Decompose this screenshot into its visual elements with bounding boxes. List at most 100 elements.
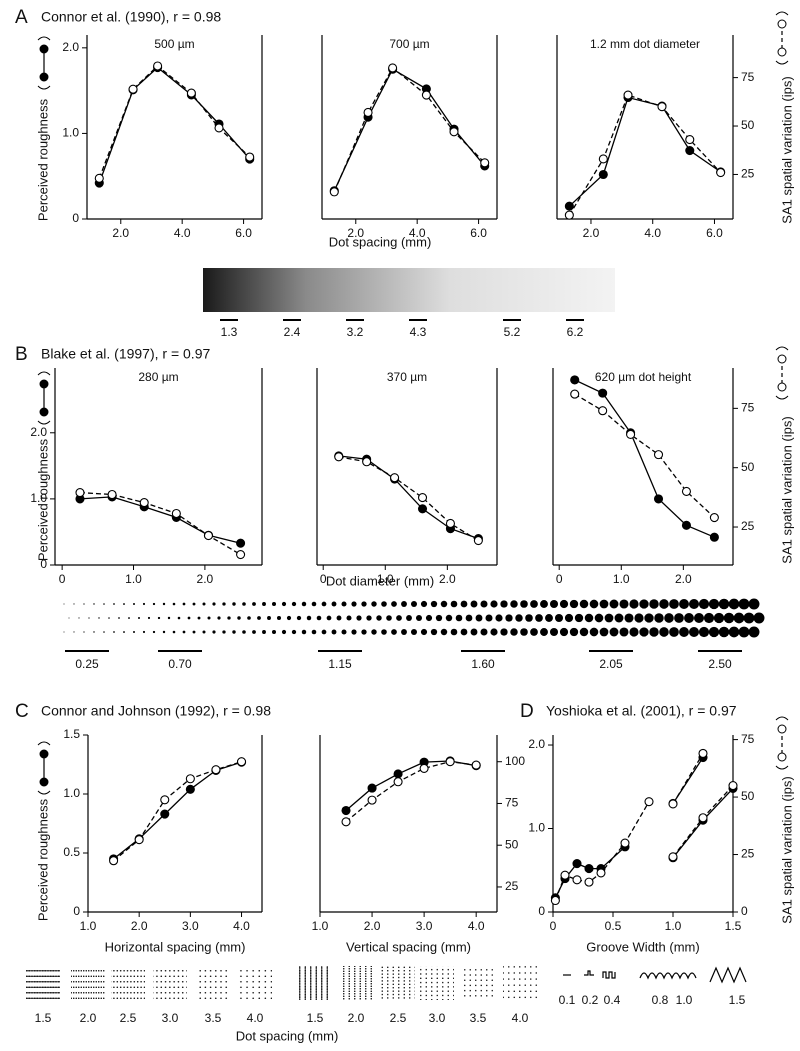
stimulus-dot [495,614,503,622]
stimulus-dot [460,600,468,608]
strip-label: 2.05 [599,657,623,671]
open-marker [139,498,149,508]
x-axis-label: Horizontal spacing (mm) [105,939,246,954]
stimulus-dot [500,600,508,608]
subplot-title: 700 µm [389,37,429,51]
stimulus-dot [649,599,659,609]
open-marker [128,84,138,94]
open-marker [109,856,119,866]
stimulus-dot [634,613,644,623]
stimulus-dot [549,627,559,637]
stimulus-dot [93,603,95,605]
open-marker [584,877,594,887]
stimulus-dot [371,601,377,607]
stimulus-dot [515,614,523,622]
stimulus-dot [227,616,231,620]
stimulus-dot [406,615,412,621]
strip-axis-label: Dot spacing (mm) [236,1028,339,1043]
strip-label: 1.5 [35,1011,52,1025]
stimulus-dot [281,601,287,607]
dot-grid [420,966,454,1000]
stimulus-dot [271,629,277,635]
strip-label: 1.5 [729,993,746,1007]
strip-label: 2.4 [284,325,301,339]
stimulus-dot [78,617,80,619]
stimulus-dot [569,627,579,637]
stimulus-dot [415,614,423,622]
strip-label: 4.0 [247,1011,264,1025]
glyph-dot [777,47,787,57]
stimulus-dot [381,601,387,607]
strip-label: 0.70 [168,657,192,671]
x-axis-label: Dot spacing (mm) [329,234,432,249]
stimulus-dot [267,616,271,620]
glyph-dot [39,379,49,389]
stimulus-dot [296,615,302,621]
stimulus-dot [619,599,629,609]
panel-heading: Blake et al. (1997), r = 0.97 [41,346,210,362]
stimulus-dot [331,601,337,607]
glyph-dot [777,19,787,29]
stimulus-dot [232,630,236,634]
stimulus-dot [753,612,765,624]
stimulus-dot [281,629,287,635]
open-marker [681,486,691,496]
dot-grid [381,966,415,1000]
open-marker [390,473,400,483]
y-axis-label: Perceived roughness [35,438,50,561]
open-marker [560,870,570,880]
panel-heading: Connor et al. (1990), r = 0.98 [41,9,221,25]
glyph-paren [37,741,51,746]
stimulus-dot [391,601,397,607]
series-line [338,455,479,540]
legend-glyph-filled [37,36,51,90]
legend-glyph-filled [37,371,51,425]
stimulus-dot [440,628,448,636]
glyph-paren [775,395,789,400]
filled-marker [584,864,594,874]
y-tick-label: 0.5 [63,845,80,859]
strip-label: 1.15 [328,657,352,671]
stimulus-dot [674,613,684,623]
strip-label: 3.5 [470,1011,487,1025]
stimulus-dot [450,600,458,608]
open-marker [236,550,246,560]
stimulus-dot [470,600,478,608]
y-tick-label: 1.0 [528,821,545,835]
stimulus-dot [688,598,700,610]
stimulus-dot [152,602,156,606]
open-marker [668,852,678,862]
x-tick-label: 3.0 [416,919,433,933]
dot-grid [503,966,537,1000]
stimulus-dot [559,627,569,637]
subplot-title: 370 µm [387,370,427,384]
strip-label: 0.8 [652,993,669,1007]
stimulus-dot [306,615,312,621]
glyph-paren [775,346,789,351]
stimulus-dot [401,601,407,607]
series-line [345,761,477,823]
stimulus-dot [257,616,261,620]
open-marker [698,813,708,823]
strip-label: 0.4 [604,993,621,1007]
series-line [574,379,715,538]
stimulus-dot [162,630,166,634]
y2-tick-label: 50 [741,460,755,474]
panel-letter: D [520,701,534,722]
stimulus-dot [659,627,669,637]
y-tick-label: 0 [40,557,47,571]
open-marker [728,781,738,791]
y-tick-label: 2.0 [528,737,545,751]
stimulus-dot [88,617,90,619]
stimulus-dot [291,601,297,607]
strip-label: 5.2 [504,325,521,339]
stimulus-dot [430,600,438,608]
stimulus-dot [356,615,362,621]
stimulus-dot [654,613,664,623]
legend-glyph-open [775,346,789,400]
stimulus-dot [574,613,584,623]
open-marker [480,158,490,168]
stimulus-dot [182,630,186,634]
subplot-title: 500 µm [154,37,194,51]
stimulus-dot [128,617,130,619]
